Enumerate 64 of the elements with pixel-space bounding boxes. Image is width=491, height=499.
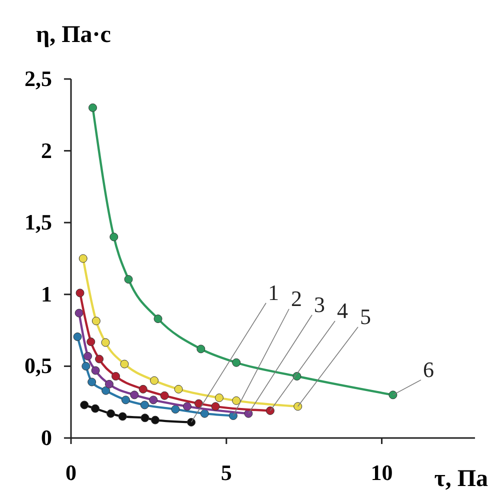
point: [232, 358, 241, 367]
point: [294, 402, 302, 411]
text: 1: [268, 280, 279, 305]
point: [80, 400, 89, 410]
text: 3: [314, 292, 325, 317]
y-tick-label: 0,5: [24, 353, 52, 378]
point: [154, 314, 162, 324]
point: [150, 376, 159, 385]
y-tick-label: 0: [41, 425, 52, 450]
y-tick-label: 2,5: [24, 66, 52, 91]
point: [95, 354, 104, 364]
point: [112, 372, 120, 380]
point: [84, 352, 92, 360]
point: [106, 409, 116, 418]
point: [171, 405, 180, 414]
point: [187, 418, 196, 426]
y-tick-label: 1,5: [24, 210, 52, 235]
point: [130, 390, 139, 400]
x-tick-label: 0: [66, 460, 76, 485]
point: [76, 288, 84, 298]
text: 2: [291, 286, 302, 311]
point: [140, 400, 149, 410]
series-label: 6: [422, 356, 434, 382]
point: [121, 396, 130, 404]
point: [104, 380, 114, 388]
point: [211, 402, 220, 411]
point: [91, 366, 100, 375]
point: [150, 416, 160, 424]
point: [200, 409, 209, 418]
x-tick-label: 10: [370, 460, 393, 485]
point: [82, 362, 90, 370]
point: [92, 316, 100, 326]
text: 5: [360, 304, 371, 329]
point: [74, 308, 84, 318]
point: [182, 402, 192, 411]
point: [78, 254, 88, 263]
y-axis-title: η, Па·с: [36, 22, 112, 48]
point: [214, 394, 224, 402]
point: [388, 390, 398, 400]
point: [118, 412, 127, 421]
point: [232, 396, 241, 405]
y-tick-label: 1: [41, 281, 52, 306]
point: [90, 404, 100, 413]
point: [138, 384, 148, 394]
point: [120, 360, 129, 368]
text: 4: [337, 298, 348, 323]
point: [110, 232, 118, 242]
point: [88, 378, 96, 386]
point: [140, 414, 150, 422]
point: [101, 338, 110, 347]
point: [160, 391, 169, 400]
point: [149, 396, 158, 404]
point: [86, 338, 96, 346]
point: [266, 406, 274, 415]
point: [194, 399, 203, 408]
x-tick-label: 5: [220, 460, 232, 485]
x-axis-title: τ, Па: [434, 466, 488, 492]
y-tick-label: 2: [41, 138, 52, 163]
point: [174, 384, 183, 394]
point: [102, 386, 110, 395]
point: [196, 344, 206, 354]
point: [124, 275, 133, 284]
point: [73, 332, 82, 342]
point: [88, 103, 98, 112]
